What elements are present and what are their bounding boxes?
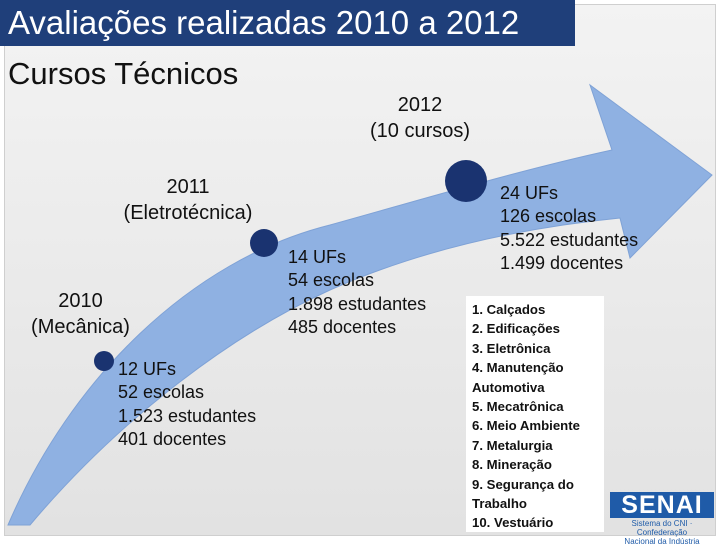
milestone-stats-2012: 24 UFs 126 escolas 5.522 estudantes 1.49… xyxy=(500,182,638,276)
course-item: 1. Calçados xyxy=(472,302,546,317)
stat-schools: 52 escolas xyxy=(118,382,205,403)
stat-teachers: 485 docentes xyxy=(288,317,397,338)
stat-ufs: 12 UFs xyxy=(118,359,177,379)
stat-students: 1.523 estudantes xyxy=(118,405,257,426)
milestone-course: (Mecânica) xyxy=(31,316,130,338)
course-item: Trabalho xyxy=(472,496,527,512)
course-item: 8. Mineração xyxy=(472,457,552,473)
page-subtitle: Cursos Técnicos xyxy=(8,56,239,91)
course-item: 5. Mecatrônica xyxy=(472,399,564,415)
course-item: 2. Edificações xyxy=(472,321,560,337)
stat-students: 1.898 estudantes xyxy=(288,293,427,314)
milestone-course: (Eletrotécnica) xyxy=(123,202,253,224)
course-item: 7. Metalurgia xyxy=(472,437,553,453)
stat-ufs: 14 UFs xyxy=(288,247,347,267)
logo-subtitle: Sistema do CNI · Confederação Nacional d… xyxy=(610,519,714,546)
milestone-2012: 2012 (10 cursos) xyxy=(345,92,495,144)
course-item: 6. Meio Ambiente xyxy=(472,418,580,434)
course-item: 3. Eletrônica xyxy=(472,340,551,356)
stat-students: 5.522 estudantes xyxy=(500,229,639,250)
page-title: Avaliações realizadas 2010 a 2012 xyxy=(8,4,520,41)
course-item: 4. Manutenção xyxy=(472,360,564,376)
stat-teachers: 1.499 docentes xyxy=(500,253,624,274)
logo-wordmark: SENAI xyxy=(610,492,714,518)
milestone-stats-2011: 14 UFs 54 escolas 1.898 estudantes 485 d… xyxy=(288,246,426,340)
title-bar: Avaliações realizadas 2010 a 2012 xyxy=(0,0,575,46)
stat-ufs: 24 UFs xyxy=(500,183,559,203)
course-item: 10. Vestuário xyxy=(472,515,554,531)
milestone-year: 2011 xyxy=(166,176,210,198)
milestone-2011: 2011 (Eletrotécnica) xyxy=(98,174,278,226)
milestone-2010: 2010 (Mecânica) xyxy=(8,288,153,340)
milestone-dot-2011 xyxy=(250,229,278,257)
milestone-course: (10 cursos) xyxy=(369,120,471,142)
stat-schools: 126 escolas xyxy=(500,206,597,227)
course-item: Automotiva xyxy=(472,379,545,395)
logo-subtitle-line: Sistema do CNI · Confederação xyxy=(631,519,693,537)
milestone-dot-2010 xyxy=(94,351,114,371)
senai-logo: SENAI Sistema do CNI · Confederação Naci… xyxy=(610,492,714,546)
milestone-stats-2010: 12 UFs 52 escolas 1.523 estudantes 401 d… xyxy=(118,358,256,452)
logo-subtitle-line: Nacional da Indústria xyxy=(624,537,700,546)
milestone-year: 2010 xyxy=(58,290,103,312)
milestone-dot-2012 xyxy=(445,160,487,202)
stat-teachers: 401 docentes xyxy=(118,429,227,450)
stat-schools: 54 escolas xyxy=(288,270,375,291)
course-list: 1. Calçados 2. Edificações 3. Eletrônica… xyxy=(466,296,604,532)
milestone-year: 2012 xyxy=(397,94,443,116)
course-item: 9. Segurança do xyxy=(472,476,574,492)
